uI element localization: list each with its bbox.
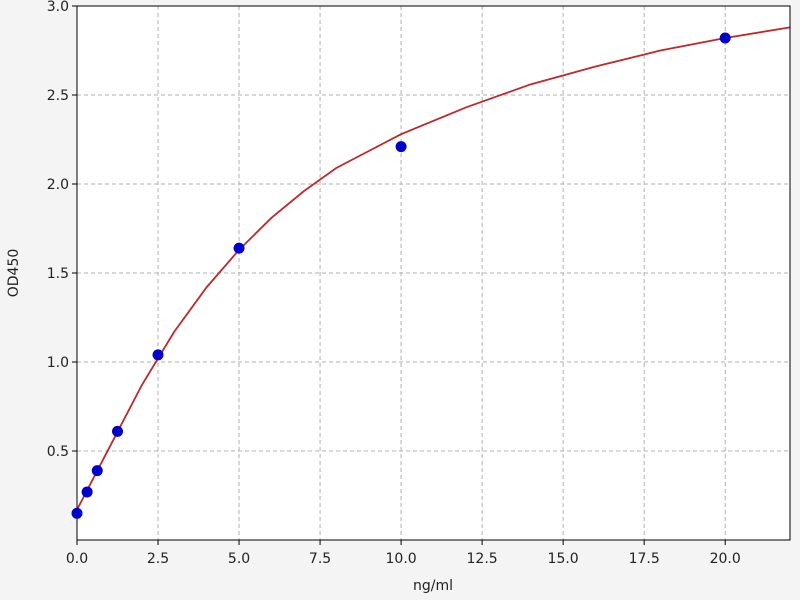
y-tick-label: 1.5 xyxy=(47,266,69,282)
y-tick-label: 2.0 xyxy=(47,177,69,193)
data-point xyxy=(233,242,245,254)
data-point xyxy=(152,349,164,361)
data-point xyxy=(81,486,93,498)
data-point xyxy=(71,507,83,519)
x-tick-label: 5.0 xyxy=(228,551,250,567)
x-tick-label: 12.5 xyxy=(467,551,498,567)
y-axis-label: OD450 xyxy=(6,249,22,298)
data-point xyxy=(91,465,103,477)
x-tick-label: 0.0 xyxy=(66,551,88,567)
x-tick-label: 10.0 xyxy=(386,551,417,567)
x-tick-label: 20.0 xyxy=(710,551,741,567)
x-tick-label: 7.5 xyxy=(309,551,331,567)
y-tick-label: 3.0 xyxy=(47,0,69,15)
data-point xyxy=(719,32,731,44)
plot-area xyxy=(77,6,790,540)
x-tick-label: 2.5 xyxy=(147,551,169,567)
data-point xyxy=(112,425,124,437)
x-tick-label: 15.0 xyxy=(548,551,579,567)
data-point xyxy=(395,141,407,153)
y-tick-label: 0.5 xyxy=(47,444,69,460)
x-axis-label: ng/ml xyxy=(413,578,453,594)
x-tick-label: 17.5 xyxy=(629,551,660,567)
y-tick-label: 2.5 xyxy=(47,88,69,104)
y-tick-label: 1.0 xyxy=(47,355,69,371)
